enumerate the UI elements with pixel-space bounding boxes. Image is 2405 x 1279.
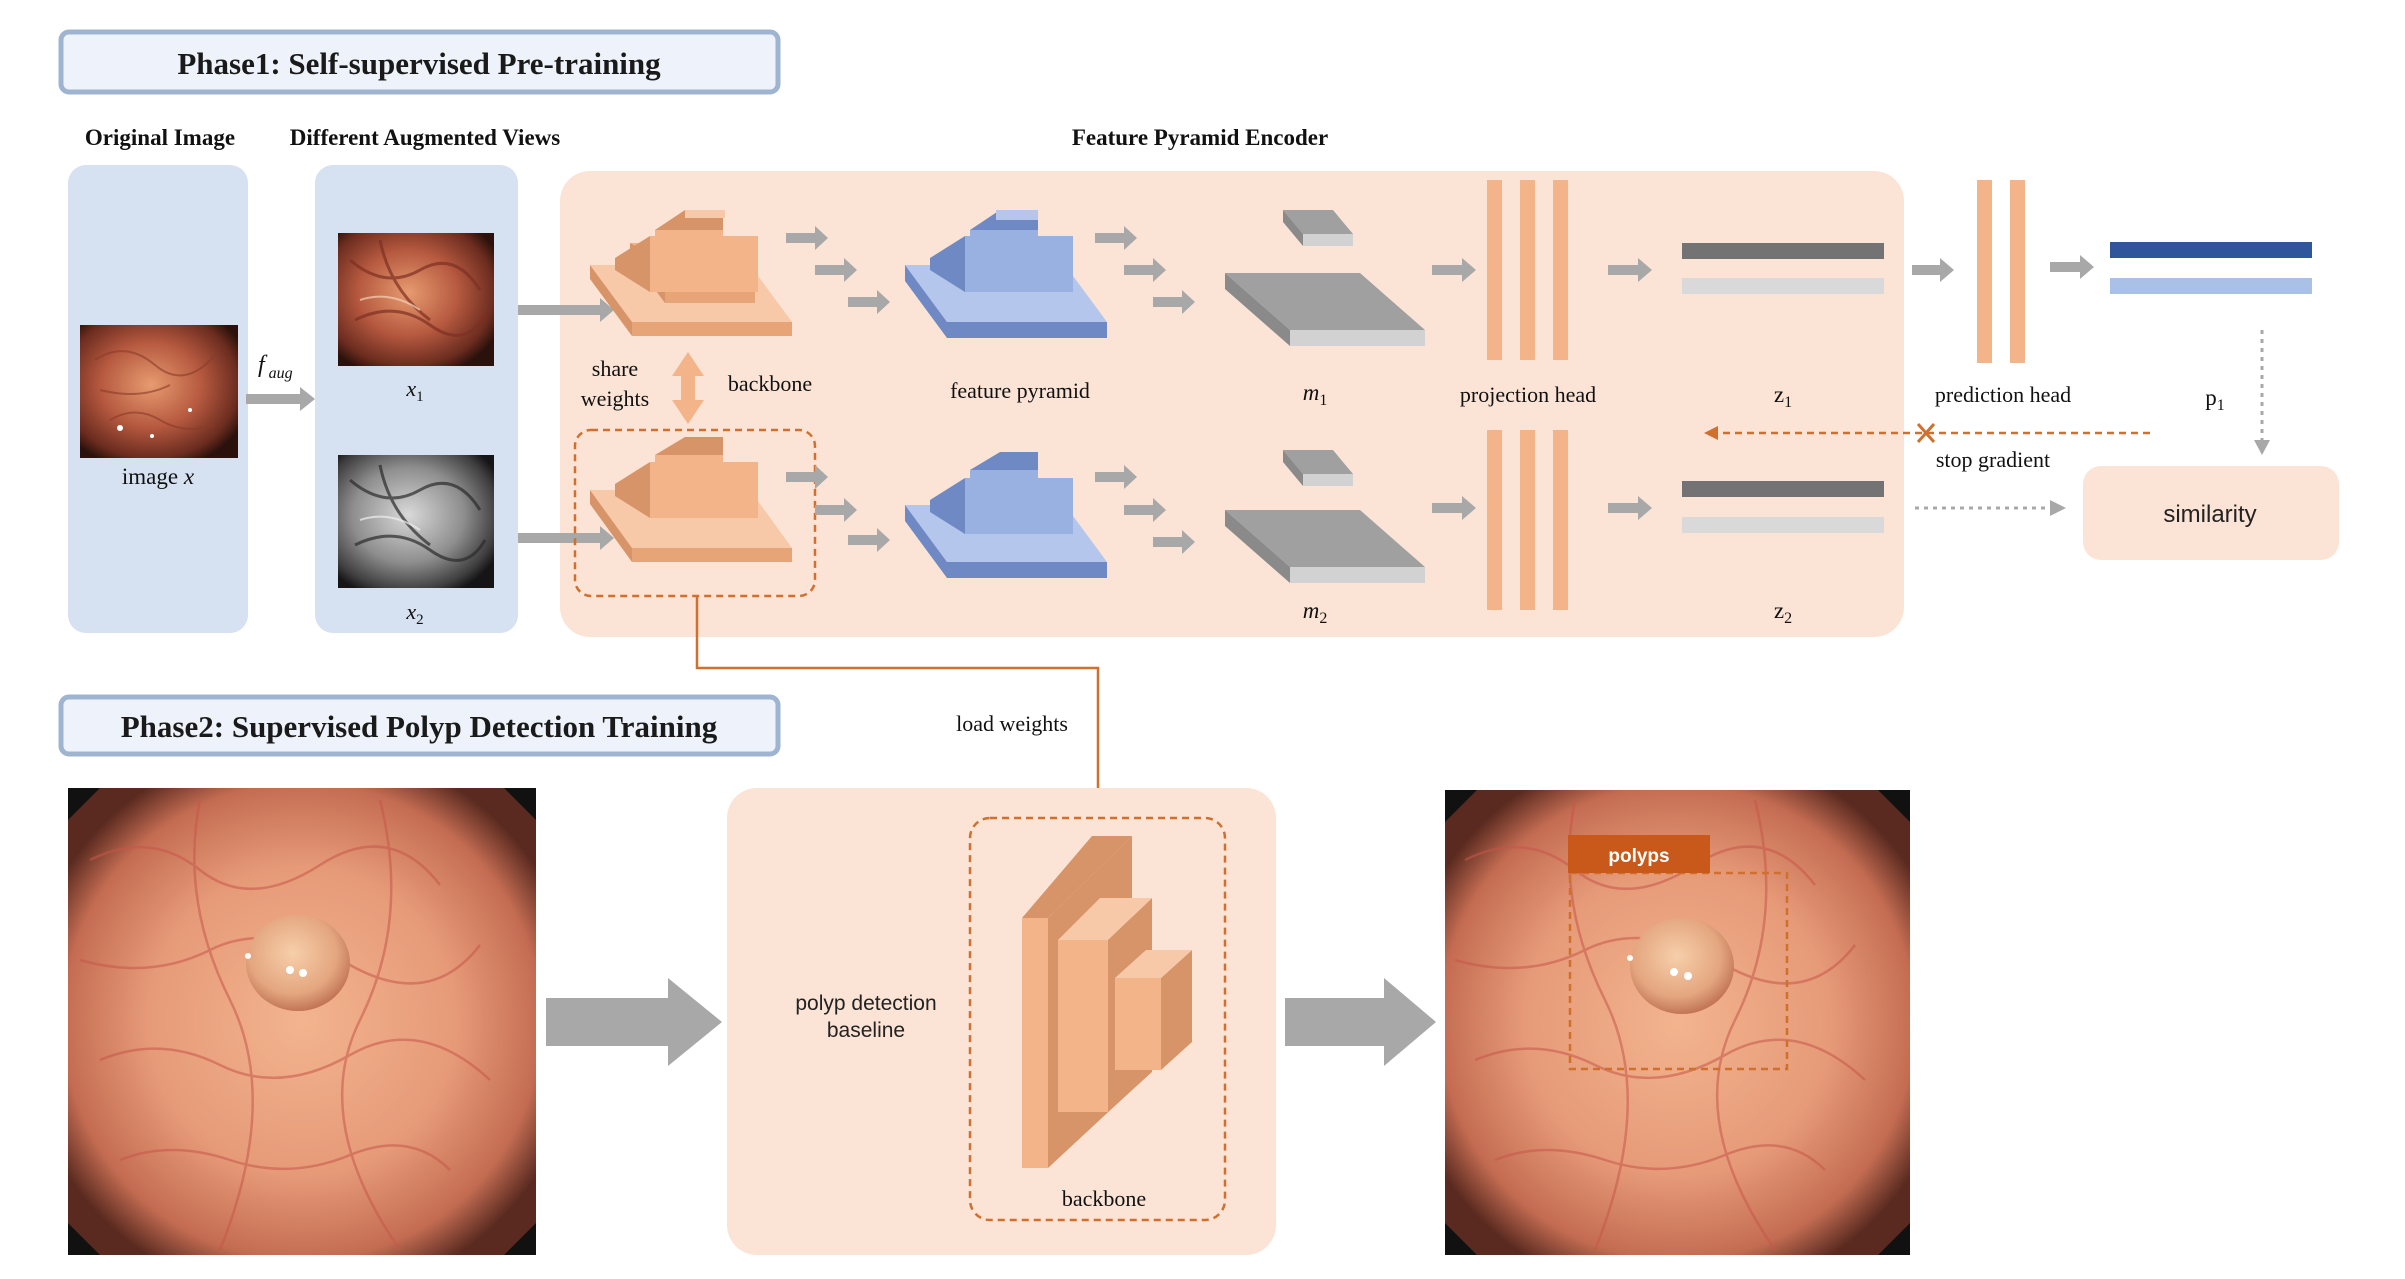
input-to-baseline-arrow [546, 978, 722, 1066]
prediction-head [1977, 180, 2025, 363]
baseline-label-line2: baseline [827, 1019, 905, 1042]
faug-label: f aug [258, 352, 293, 382]
p1-to-similarity-arrowhead [2254, 440, 2270, 455]
feature-pyramid-bottom [905, 452, 1107, 578]
baseline-to-output-arrow [1285, 978, 1436, 1066]
x2-to-backbone-arrow [518, 526, 614, 550]
encoder-title: Feature Pyramid Encoder [1072, 125, 1328, 150]
z1-vector [1682, 243, 1884, 294]
m1-to-projection-arrow [1432, 258, 1476, 282]
projection-head-top [1487, 180, 1568, 360]
m1-label: m1 [1303, 380, 1328, 409]
x1-to-backbone-arrow [518, 298, 614, 322]
similarity-label: similarity [2163, 501, 2256, 528]
image-x-label: image x [122, 464, 195, 489]
augmented-view-x1 [338, 233, 494, 366]
baseline-label-line1: polyp detection [795, 992, 936, 1015]
similarity-box [2083, 466, 2339, 560]
polyps-label: polyps [1608, 846, 1669, 867]
m2-to-projection-arrow [1432, 496, 1476, 520]
phase2-input-image [68, 788, 536, 1255]
m2-feature-map [1225, 450, 1425, 583]
x1-label: x1 [405, 376, 423, 405]
backbone-bottom-dashed-box [573, 428, 817, 598]
bottom-pyramid-to-m-arrows [1095, 465, 1195, 554]
x2-label: x2 [405, 599, 423, 628]
m1-feature-map [1225, 210, 1425, 346]
stop-gradient-label: stop gradient [1936, 447, 2050, 472]
phase2-header: Phase2: Supervised Polyp Detection Train… [58, 694, 781, 757]
backbone-top [590, 210, 792, 336]
z2-vector [1682, 481, 1884, 533]
feature-pyramid-label: feature pyramid [950, 378, 1090, 403]
backbone-label: backbone [728, 371, 812, 396]
weights-label: weights [581, 386, 649, 411]
original-image-title: Original Image [85, 125, 235, 150]
backbone-bottom [590, 437, 792, 562]
polyps-label-bg [1568, 835, 1710, 873]
stop-gradient-x-icon [1916, 423, 1936, 443]
share-weights-arrow [672, 352, 704, 424]
z1-to-prediction-arrow [1912, 258, 1954, 282]
load-weights-line [695, 597, 1100, 808]
encoder-panel [560, 171, 1904, 637]
augmented-view-x2 [338, 455, 494, 588]
phase2-header-box [58, 694, 781, 757]
load-weights-label: load weights [956, 711, 1068, 736]
projection-to-z1-arrow [1608, 258, 1652, 282]
p1-vector [2110, 242, 2312, 294]
phase2-backbone [1022, 836, 1192, 1168]
p1-label: p1 [2205, 385, 2225, 414]
top-backbone-to-pyramid-arrows [786, 226, 890, 314]
phase1-header-box [58, 29, 781, 95]
faug-arrow [246, 387, 315, 411]
projection-head-label: projection head [1460, 382, 1596, 407]
baseline-panel [727, 788, 1276, 1255]
z2-to-similarity-arrowhead [2050, 500, 2066, 516]
bottom-backbone-to-pyramid-arrows [786, 465, 890, 552]
phase1-header: Phase1: Self-supervised Pre-training [58, 29, 781, 95]
stop-gradient-arrowhead [1704, 426, 1718, 440]
projection-to-z2-arrow [1608, 496, 1652, 520]
feature-pyramid-top [905, 210, 1107, 338]
prediction-head-label: prediction head [1935, 382, 2071, 407]
z1-label: z1 [1774, 382, 1792, 411]
m2-label: m2 [1303, 598, 1328, 627]
z2-label: z2 [1774, 598, 1792, 627]
prediction-to-p1-arrow [2050, 255, 2094, 279]
phase2-backbone-dashed-box [968, 816, 1227, 1222]
augmented-views-title: Different Augmented Views [290, 125, 560, 150]
phase2-title: Phase2: Supervised Polyp Detection Train… [121, 709, 718, 744]
original-image [80, 325, 238, 458]
top-pyramid-to-m-arrows [1095, 226, 1195, 314]
phase1-title: Phase1: Self-supervised Pre-training [177, 46, 661, 81]
phase2-backbone-label: backbone [1062, 1186, 1146, 1211]
projection-head-bottom [1487, 430, 1568, 610]
share-label: share [592, 356, 638, 381]
